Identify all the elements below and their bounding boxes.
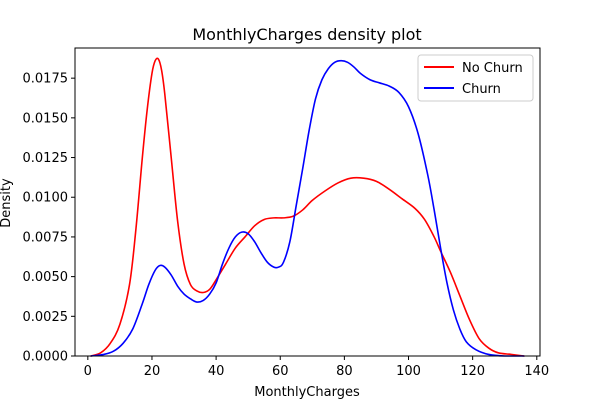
x-axis-label: MonthlyCharges (254, 385, 360, 400)
y-tick-label: 0.0000 (23, 350, 69, 365)
x-tick-label: 120 (460, 364, 485, 379)
y-tick-label: 0.0075 (23, 230, 69, 245)
y-axis-label: Density (0, 178, 14, 228)
x-axis: 0 20 40 60 80 100 120 140 (84, 356, 549, 379)
churn-density-line (90, 59, 525, 357)
x-tick-label: 80 (336, 364, 353, 379)
no-churn-density-line (90, 57, 525, 357)
legend: No Churn Churn (417, 54, 534, 102)
x-tick-label: 60 (272, 364, 289, 379)
y-tick-label: 0.0175 (23, 72, 69, 87)
y-tick-label: 0.0150 (23, 111, 69, 126)
x-tick-label: 20 (144, 364, 161, 379)
y-tick-label: 0.0050 (23, 270, 69, 285)
plot-area (90, 57, 525, 357)
chart-title: MonthlyCharges density plot (192, 25, 421, 44)
x-tick-label: 0 (84, 364, 92, 379)
y-tick-label: 0.0025 (23, 310, 69, 325)
x-tick-label: 100 (396, 364, 421, 379)
plot-frame (74, 47, 541, 357)
y-tick-label: 0.0100 (23, 191, 69, 206)
legend-label-churn: Churn (462, 82, 501, 97)
y-axis: 0.0000 0.0025 0.0050 0.0075 0.0100 0.0125 0.01… (23, 72, 75, 365)
legend-label-no-churn: No Churn (462, 61, 523, 76)
x-tick-label: 140 (524, 364, 549, 379)
y-tick-label: 0.0125 (23, 151, 69, 166)
x-tick-label: 40 (208, 364, 225, 379)
